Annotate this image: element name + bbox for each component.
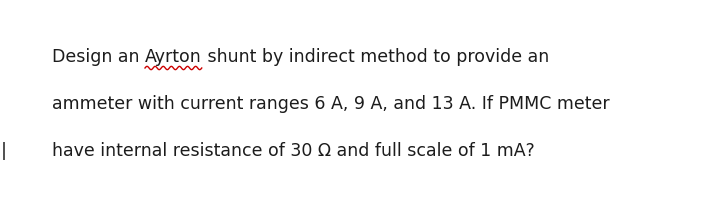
Text: Ayrton: Ayrton <box>145 48 202 66</box>
Text: |: | <box>1 142 7 160</box>
Text: Design an: Design an <box>52 48 145 66</box>
Text: have internal resistance of 30 Ω and full scale of 1 mA?: have internal resistance of 30 Ω and ful… <box>52 142 535 160</box>
Text: have internal resistance of 30 Ω and full scale of 1 mA?: have internal resistance of 30 Ω and ful… <box>0 205 1 206</box>
Text: shunt by indirect method to provide an: shunt by indirect method to provide an <box>202 48 549 66</box>
Text: ammeter with current ranges 6 A, 9 A, and 13 A. If PMMC meter: ammeter with current ranges 6 A, 9 A, an… <box>52 95 610 113</box>
